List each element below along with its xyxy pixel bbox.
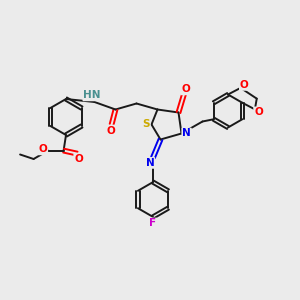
Text: O: O <box>240 80 249 90</box>
Text: O: O <box>74 154 83 164</box>
Text: O: O <box>38 144 47 154</box>
Text: S: S <box>142 119 150 129</box>
Text: O: O <box>181 84 190 94</box>
Text: F: F <box>149 218 157 229</box>
Text: N: N <box>146 158 154 168</box>
Text: O: O <box>254 107 263 117</box>
Text: N: N <box>182 128 191 139</box>
Text: O: O <box>106 125 115 136</box>
Text: HN: HN <box>83 90 101 100</box>
